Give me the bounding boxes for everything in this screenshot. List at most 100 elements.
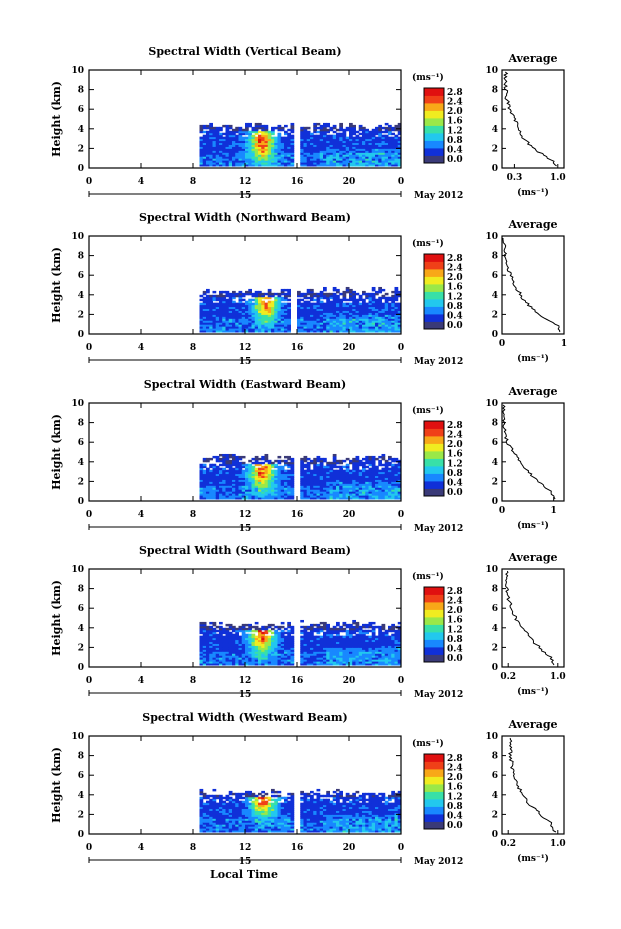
heatmap-cell	[245, 473, 249, 477]
heatmap-cell	[290, 465, 295, 469]
heatmap-cell	[339, 649, 343, 652]
heatmap-cell	[365, 138, 369, 142]
heatmap-cell	[277, 633, 282, 637]
heatmap-cell	[238, 140, 243, 144]
heatmap-cell	[332, 126, 337, 130]
heatmap-cell	[313, 156, 317, 159]
heatmap-cell	[316, 326, 321, 329]
heatmap-cell	[228, 623, 233, 627]
heatmap-cell	[280, 312, 285, 315]
heatmap-cell	[206, 489, 210, 492]
heatmap-cell	[306, 641, 311, 644]
heatmap-cell	[316, 162, 321, 165]
heatmap-cell	[277, 132, 282, 136]
heatmap-cell	[219, 469, 223, 473]
heatmap-cell	[362, 148, 366, 151]
heatmap-cell	[248, 625, 252, 629]
heatmap-cell	[371, 322, 376, 325]
heatmap-cell	[316, 300, 321, 304]
heatmap-cell	[326, 631, 330, 635]
heatmap-cell	[349, 475, 353, 478]
heatmap-cell	[303, 150, 308, 153]
heatmap-cell	[232, 300, 236, 304]
heatmap-cell	[336, 653, 340, 656]
heatmap-cell	[261, 316, 265, 319]
heatmap-cell	[225, 326, 230, 329]
heatmap-cell	[290, 497, 295, 500]
heatmap-cell	[287, 312, 291, 315]
colorbar-segment	[424, 314, 444, 322]
heatmap-cell	[287, 657, 291, 660]
heatmap-cell	[319, 647, 324, 650]
heatmap-cell	[206, 124, 210, 128]
heatmap-cell	[391, 481, 395, 484]
heatmap-cell	[264, 330, 269, 333]
heatmap-cell	[371, 621, 376, 625]
heatmap-cell	[339, 659, 343, 662]
heatmap-cell	[215, 487, 220, 490]
heatmap-cell	[290, 459, 295, 463]
heatmap-cell	[215, 306, 220, 310]
heatmap-cell	[241, 651, 246, 654]
heatmap-cell	[251, 661, 256, 664]
avg-frame	[501, 402, 565, 502]
heatmap-cell	[258, 160, 262, 163]
heatmap-cell	[284, 142, 288, 145]
heatmap-cell	[397, 635, 402, 639]
heatmap-cell	[267, 481, 272, 484]
heatmap-cell	[326, 302, 330, 306]
heatmap-cell	[319, 294, 324, 298]
heatmap-cell	[261, 467, 265, 471]
heatmap-cell	[264, 314, 269, 317]
heatmap-cell	[378, 495, 382, 498]
heatmap-cell	[287, 148, 291, 151]
heatmap-cell	[365, 292, 369, 296]
heatmap-cell	[219, 493, 223, 496]
heatmap-cell	[235, 489, 239, 492]
heatmap-cell	[342, 148, 347, 151]
heatmap-cell	[290, 146, 295, 149]
heatmap-cell	[264, 641, 269, 644]
heatmap-cell	[235, 294, 239, 298]
heatmap-cell	[339, 328, 343, 331]
avg-y-label: 6	[492, 105, 498, 115]
heatmap-cell	[300, 132, 304, 136]
heatmap-cell	[342, 320, 347, 323]
heatmap-cell	[235, 633, 239, 637]
heatmap-cell	[332, 296, 337, 300]
heatmap-cell	[245, 635, 249, 639]
heatmap-cell	[349, 469, 353, 473]
heatmap-cell	[368, 158, 373, 161]
heatmap-cell	[245, 150, 249, 153]
heatmap-cell	[397, 328, 402, 331]
heatmap-cell	[388, 138, 392, 142]
avg-y-label: 10	[485, 66, 498, 76]
heatmap-cell	[261, 294, 265, 298]
heatmap-cell	[355, 477, 360, 480]
heatmap-cell	[245, 324, 249, 327]
heatmap-cell	[362, 142, 366, 145]
heatmap-cell	[378, 318, 382, 321]
heatmap-cell	[378, 124, 382, 128]
heatmap-cell	[375, 647, 379, 650]
heatmap-cell	[206, 477, 210, 480]
heatmap-cell	[303, 318, 308, 321]
heatmap-cell	[225, 457, 230, 461]
heatmap-cell	[316, 483, 321, 486]
heatmap-cell	[342, 477, 347, 480]
heatmap-cell	[306, 473, 311, 477]
heatmap-cell	[238, 659, 243, 662]
heatmap-cell	[271, 627, 275, 631]
heatmap-cell	[323, 148, 327, 151]
heatmap-cell	[355, 625, 360, 629]
heatmap-cell	[329, 659, 334, 662]
heatmap-cell	[209, 324, 213, 327]
heatmap-cell	[323, 657, 327, 660]
heatmap-cell	[342, 142, 347, 145]
heatmap-cell	[238, 318, 243, 321]
heatmap-cell	[241, 306, 246, 310]
heatmap-cell	[378, 497, 382, 500]
heatmap-cell	[319, 316, 324, 319]
heatmap-cell	[378, 132, 382, 136]
heatmap-cell	[284, 649, 288, 652]
